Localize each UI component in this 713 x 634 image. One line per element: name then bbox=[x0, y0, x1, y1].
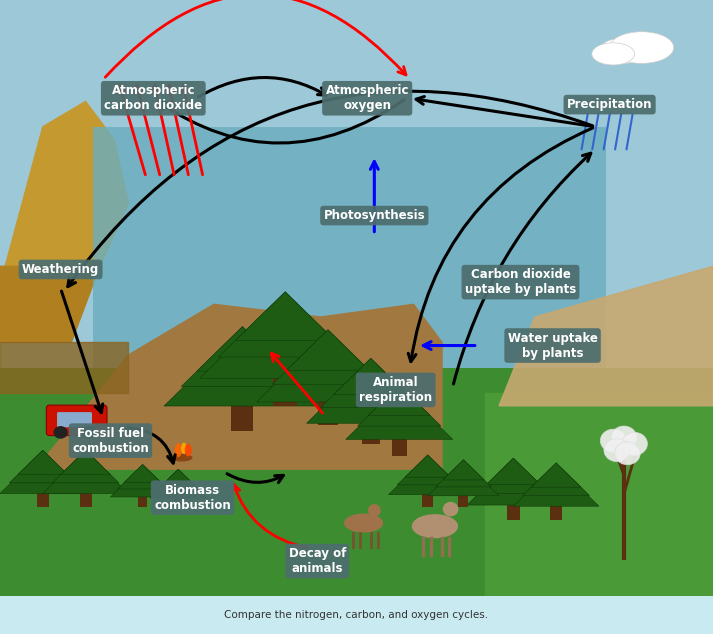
Text: Biomass
combustion: Biomass combustion bbox=[154, 484, 231, 512]
Bar bbox=[422, 492, 434, 507]
Ellipse shape bbox=[592, 43, 635, 65]
Polygon shape bbox=[513, 464, 599, 506]
Polygon shape bbox=[18, 450, 68, 474]
Bar bbox=[93, 127, 606, 368]
Polygon shape bbox=[200, 295, 371, 378]
FancyBboxPatch shape bbox=[57, 412, 92, 427]
Bar bbox=[550, 503, 562, 520]
Polygon shape bbox=[150, 470, 207, 498]
Circle shape bbox=[615, 442, 640, 465]
Bar bbox=[458, 493, 468, 507]
Polygon shape bbox=[36, 304, 442, 469]
Bar bbox=[0, 596, 713, 634]
Polygon shape bbox=[52, 450, 119, 483]
FancyBboxPatch shape bbox=[46, 405, 107, 436]
Polygon shape bbox=[287, 330, 369, 370]
Ellipse shape bbox=[443, 502, 458, 516]
Polygon shape bbox=[486, 458, 540, 484]
Polygon shape bbox=[358, 385, 441, 426]
Circle shape bbox=[82, 426, 96, 439]
Text: Compare the nitrogen, carbon, and oxygen cycles.: Compare the nitrogen, carbon, and oxygen… bbox=[225, 610, 488, 620]
Ellipse shape bbox=[185, 444, 192, 456]
Polygon shape bbox=[397, 455, 458, 485]
Circle shape bbox=[604, 439, 630, 462]
Polygon shape bbox=[118, 465, 168, 489]
Polygon shape bbox=[428, 461, 499, 496]
Bar bbox=[507, 501, 520, 520]
Polygon shape bbox=[436, 460, 491, 487]
Polygon shape bbox=[257, 332, 399, 402]
Polygon shape bbox=[162, 469, 195, 486]
Bar bbox=[232, 401, 253, 431]
Polygon shape bbox=[467, 460, 560, 505]
Ellipse shape bbox=[171, 454, 193, 462]
Bar bbox=[0, 368, 713, 596]
Text: Atmospheric
oxygen: Atmospheric oxygen bbox=[325, 84, 409, 112]
Bar bbox=[392, 436, 407, 456]
Polygon shape bbox=[235, 292, 335, 340]
Circle shape bbox=[600, 429, 626, 452]
Text: Fossil fuel
combustion: Fossil fuel combustion bbox=[72, 427, 149, 455]
Ellipse shape bbox=[344, 514, 384, 533]
Polygon shape bbox=[124, 465, 161, 482]
Text: Animal
respiration: Animal respiration bbox=[359, 376, 432, 404]
Ellipse shape bbox=[599, 38, 649, 63]
Polygon shape bbox=[164, 329, 321, 406]
Bar bbox=[361, 418, 380, 444]
Circle shape bbox=[611, 426, 637, 449]
Circle shape bbox=[622, 432, 647, 455]
Bar bbox=[138, 495, 147, 507]
Polygon shape bbox=[405, 455, 451, 477]
Polygon shape bbox=[0, 342, 128, 393]
Text: Water uptake
by plants: Water uptake by plants bbox=[508, 332, 597, 359]
Bar bbox=[37, 491, 48, 507]
Polygon shape bbox=[334, 358, 408, 395]
Polygon shape bbox=[0, 101, 128, 285]
Polygon shape bbox=[197, 327, 288, 371]
Bar bbox=[273, 372, 297, 406]
Ellipse shape bbox=[181, 443, 187, 454]
Bar bbox=[80, 491, 91, 507]
Text: Atmospheric
carbon dioxide: Atmospheric carbon dioxide bbox=[104, 84, 202, 112]
Polygon shape bbox=[9, 450, 76, 483]
Polygon shape bbox=[531, 463, 581, 487]
Text: Precipitation: Precipitation bbox=[567, 98, 652, 111]
Polygon shape bbox=[111, 465, 175, 497]
Polygon shape bbox=[499, 266, 713, 406]
Ellipse shape bbox=[175, 443, 182, 457]
Polygon shape bbox=[0, 266, 100, 342]
Polygon shape bbox=[523, 463, 590, 496]
Circle shape bbox=[53, 426, 68, 439]
Text: Photosynthesis: Photosynthesis bbox=[324, 209, 425, 222]
Polygon shape bbox=[0, 451, 86, 493]
Polygon shape bbox=[181, 327, 304, 387]
Polygon shape bbox=[346, 387, 453, 439]
Polygon shape bbox=[389, 456, 467, 495]
Ellipse shape bbox=[368, 504, 381, 517]
Polygon shape bbox=[218, 292, 352, 357]
Polygon shape bbox=[477, 458, 550, 493]
Bar bbox=[318, 397, 338, 425]
Text: Carbon dioxide
uptake by plants: Carbon dioxide uptake by plants bbox=[465, 268, 576, 296]
Polygon shape bbox=[272, 330, 384, 384]
Text: Decay of
animals: Decay of animals bbox=[289, 547, 346, 575]
Polygon shape bbox=[321, 358, 421, 407]
Polygon shape bbox=[43, 451, 128, 493]
Ellipse shape bbox=[412, 514, 458, 538]
Bar bbox=[174, 496, 183, 507]
Polygon shape bbox=[307, 361, 435, 424]
Polygon shape bbox=[61, 450, 111, 474]
Ellipse shape bbox=[610, 32, 674, 63]
Polygon shape bbox=[485, 393, 713, 596]
Polygon shape bbox=[156, 469, 200, 491]
Polygon shape bbox=[443, 460, 484, 480]
Polygon shape bbox=[369, 385, 431, 416]
Text: Weathering: Weathering bbox=[22, 263, 99, 276]
